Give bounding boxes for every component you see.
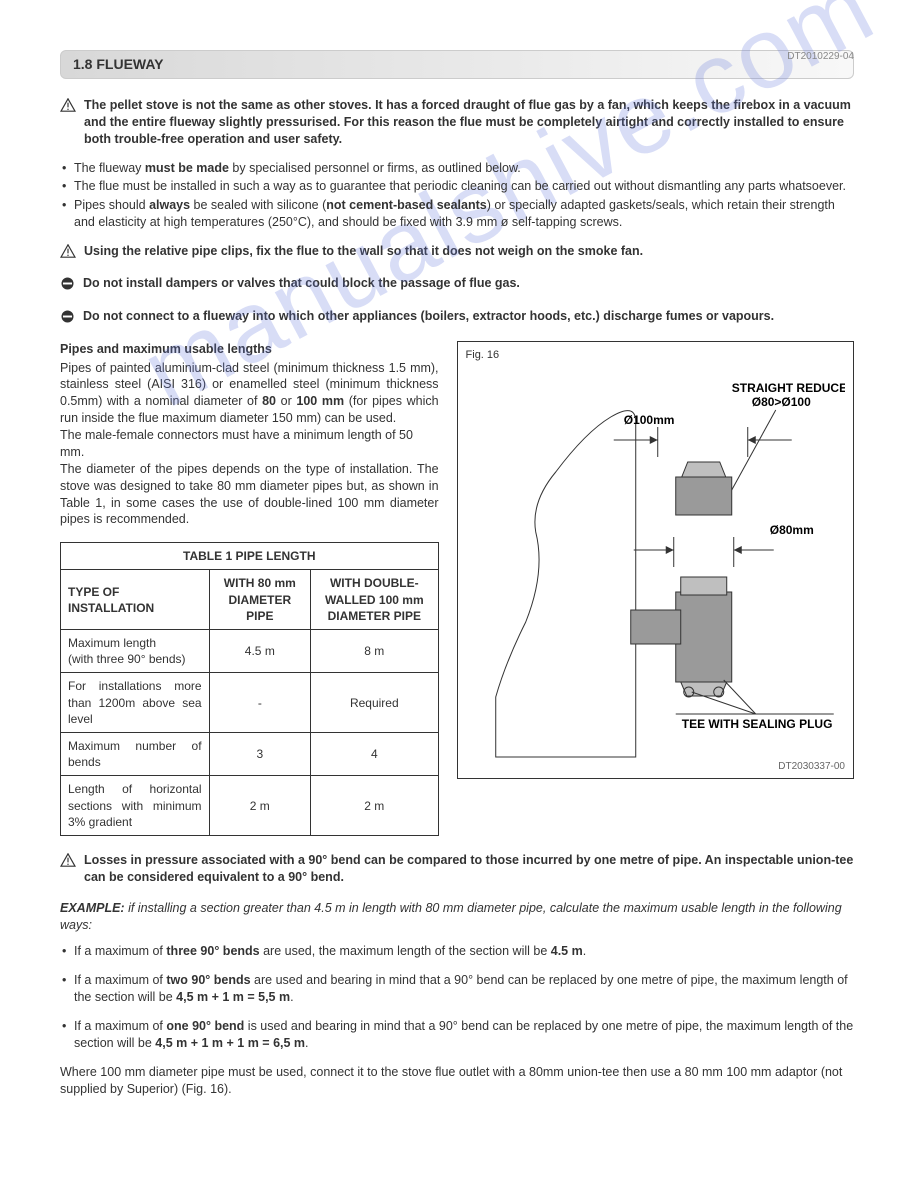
example-bullets: If a maximum of three 90° bends are used… [62,943,854,1051]
section-header: 1.8 FLUEWAY [60,50,854,79]
svg-text:Ø80mm: Ø80mm [769,523,813,537]
list-item: The flueway must be made by specialised … [62,160,854,177]
table-cell: - [209,673,311,733]
svg-text:STRAIGHT REDUCER: STRAIGHT REDUCER [731,381,845,395]
prohibition-text-1: Do not install dampers or valves that co… [83,275,854,292]
prohibition-icon [60,309,75,329]
warning-icon [60,98,76,117]
table-header: WITH DOUBLE-WALLED 100 mm DIAMETER PIPE [311,570,438,630]
list-item: The flue must be installed in such a way… [62,178,854,195]
text-bold: not cement-based sealants [326,198,486,212]
table-cell: Required [311,673,438,733]
table-row: Maximum length (with three 90° bends) 4.… [61,630,439,673]
warning-icon [60,244,76,263]
subheading-pipes: Pipes and maximum usable lengths [60,341,439,358]
text-bold: must be made [145,161,229,175]
warning-block-1: The pellet stove is not the same as othe… [60,97,854,148]
text: . [305,1036,308,1050]
text-bold: 4,5 m + 1 m = 5,5 m [176,990,290,1004]
table-cell: 8 m [311,630,438,673]
text: or [276,394,296,408]
list-item: If a maximum of one 90° bend is used and… [62,1018,854,1052]
list-item: If a maximum of two 90° bends are used a… [62,972,854,1006]
table-row: Maximum number of bends 3 4 [61,732,439,775]
warning-text-1: The pellet stove is not the same as othe… [84,97,854,148]
text-bold: always [149,198,190,212]
doc-code-top: DT2010229-04 [787,50,854,64]
table-cell: 4.5 m [209,630,311,673]
text: If a maximum of [74,1019,166,1033]
table-cell: Maximum length (with three 90° bends) [61,630,210,673]
table-cell: 2 m [209,776,311,836]
bullet-list-1: The flueway must be made by specialised … [62,160,854,232]
figure-label: Fig. 16 [466,348,845,363]
text: If a maximum of [74,944,166,958]
prohibition-text-2: Do not connect to a flueway into which o… [83,308,854,325]
text: . [583,944,586,958]
table-cell: 2 m [311,776,438,836]
table-cell: For installations more than 1200m above … [61,673,210,733]
text: If a maximum of [74,973,166,987]
list-item: If a maximum of three 90° bends are used… [62,943,854,960]
text-bold: 4,5 m + 1 m + 1 m = 6,5 m [155,1036,305,1050]
closing-paragraph: Where 100 mm diameter pipe must be used,… [60,1064,854,1098]
table-cell: 4 [311,732,438,775]
table-header: WITH 80 mm DIAMETER PIPE [209,570,311,630]
figure-svg: Ø100mm Ø80mm STRAIGHT REDUCER Ø80>Ø100 T… [466,362,845,762]
prohibition-block-1: Do not install dampers or valves that co… [60,275,854,296]
text-bold: three 90° bends [166,944,259,958]
paragraph: Pipes of painted aluminium-clad steel (m… [60,360,439,428]
svg-text:TEE WITH SEALING PLUG: TEE WITH SEALING PLUG [681,717,832,731]
prohibition-icon [60,276,75,296]
table-cell: 3 [209,732,311,775]
example-label: EXAMPLE: [60,901,125,915]
text: The flueway [74,161,145,175]
table-row: For installations more than 1200m above … [61,673,439,733]
table-cell: Maximum number of bends [61,732,210,775]
text-bold: 80 [262,394,276,408]
warning-text-3: Losses in pressure associated with a 90°… [84,852,854,886]
figure-16: Fig. 16 [457,341,854,779]
svg-text:Ø80>Ø100: Ø80>Ø100 [751,395,810,409]
text: be sealed with silicone ( [190,198,326,212]
text: by specialised personnel or firms, as ou… [229,161,521,175]
text-bold: 100 mm [296,394,344,408]
text: Pipes should [74,198,149,212]
paragraph: The male-female connectors must have a m… [60,427,439,461]
table-row: Length of horizontal sections with minim… [61,776,439,836]
warning-text-2: Using the relative pipe clips, fix the f… [84,243,854,260]
prohibition-block-2: Do not connect to a flueway into which o… [60,308,854,329]
text-bold: one 90° bend [166,1019,244,1033]
pipe-length-table: TABLE 1 PIPE LENGTH TYPE OF INSTALLATION… [60,542,439,836]
text: are used, the maximum length of the sect… [260,944,551,958]
warning-block-3: Losses in pressure associated with a 90°… [60,852,854,886]
warning-icon [60,853,76,872]
example-text: if installing a section greater than 4.5… [60,901,842,932]
warning-block-2: Using the relative pipe clips, fix the f… [60,243,854,263]
list-item: Pipes should always be sealed with silic… [62,197,854,231]
table-header: TYPE OF INSTALLATION [61,570,210,630]
text-bold: 4.5 m [551,944,583,958]
table-title: TABLE 1 PIPE LENGTH [61,543,439,570]
text-bold: two 90° bends [166,973,250,987]
table-cell: Length of horizontal sections with minim… [61,776,210,836]
paragraph: The diameter of the pipes depends on the… [60,461,439,529]
text: . [290,990,293,1004]
svg-text:Ø100mm: Ø100mm [623,413,674,427]
example-block: EXAMPLE: if installing a section greater… [60,900,854,934]
figure-footer-code: DT2030337-00 [778,760,845,774]
